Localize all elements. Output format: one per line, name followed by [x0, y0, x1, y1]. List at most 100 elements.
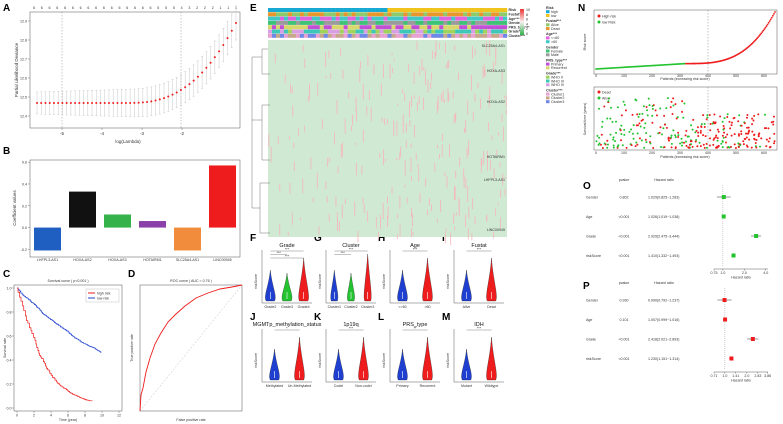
panel-n-survival-point: [691, 128, 694, 131]
panel-n-risk-point: [757, 36, 759, 39]
panel-e-heatmap-stripe: [308, 95, 310, 102]
panel-label-i: I: [442, 233, 445, 244]
panel-n-survival-point: [751, 130, 754, 133]
panel-e-heatmap-stripe: [375, 216, 377, 229]
panel-e-heatmap-stripe: [459, 156, 461, 167]
panel-e-legend-swatch: [546, 36, 550, 40]
panel-n-survival-point: [714, 121, 717, 124]
panel-e-heatmap: RiskFustat***Age***GenderPRS_type***Grad…: [251, 6, 568, 246]
panel-n-survival-point: [622, 100, 625, 103]
panel-e-heatmap-stripe: [387, 215, 388, 228]
panel-n-survival-point: [669, 106, 672, 109]
panel-n-survival-point: [682, 116, 685, 119]
panel-n-survival-point: [715, 134, 718, 137]
panel-e-annotation-cell: [283, 33, 289, 38]
panel-e-heatmap-stripe: [487, 159, 488, 171]
panel-e-annotation-cell: [503, 29, 508, 34]
panel-e-annotation-cell: [268, 25, 273, 30]
panel-e-annotation-cell: [483, 12, 488, 17]
panel-e-annotation-cell: [499, 33, 504, 38]
panel-e-heatmap-stripe: [411, 176, 412, 181]
violin-shape: [461, 269, 472, 302]
panel-a-xlabel: log(Lambda): [115, 139, 141, 144]
panel-e-heatmap-stripe: [411, 207, 412, 217]
panel-n-survival-point: [740, 132, 743, 135]
panel-e-annotation-cell: [431, 33, 436, 38]
panel-e-annotation-cell: [471, 29, 476, 34]
violin-group-label: Methylated: [266, 384, 284, 388]
panel-e-annotation-cell: [327, 20, 332, 25]
panel-e-heatmap-bg: [268, 40, 507, 237]
panel-e-annotation-cell: [455, 33, 460, 38]
panel-e-heatmap-stripe: [393, 58, 395, 61]
panel-e-annotation-cell: [335, 33, 340, 38]
panel-e-heatmap-stripe: [383, 118, 385, 125]
panel-n-survival-point: [699, 129, 702, 132]
panel-e-heatmap-stripe: [405, 123, 407, 133]
panel-e-heatmap-stripe: [366, 106, 368, 116]
panel-n-survival-point: [601, 146, 604, 149]
panel-n-survival-point: [620, 139, 623, 142]
panel-n-survival-point: [630, 144, 633, 147]
panel-e-heatmap-stripe: [502, 126, 504, 142]
forest-axis-label: 1.0: [722, 374, 727, 378]
panel-e-annotation-cell: [483, 8, 488, 12]
panel-e-annotation-cell: [471, 33, 476, 38]
panel-n-survival-point: [638, 137, 641, 140]
panel-e-heatmap-stripe: [493, 167, 495, 180]
panel-e-legend-item: low: [551, 14, 557, 18]
panel-e-annotation-cell: [339, 25, 344, 30]
panel-label-d: D: [128, 269, 135, 280]
panel-e-heatmap-stripe: [439, 42, 441, 50]
panel-e-annotation-cell: [351, 8, 356, 12]
forest-row-name: Grade: [586, 337, 596, 341]
panel-e-legend-swatch: [546, 53, 550, 57]
panel-b-ytick-label: 0.4: [22, 182, 27, 186]
panel-e-annotation-cell: [367, 25, 372, 30]
panel-e-annotation-cell: [455, 20, 460, 25]
panel-e-annotation-cell: [399, 33, 404, 38]
panel-e-annotation-cell: [423, 8, 428, 12]
panel-e-annotation-cell: [403, 8, 408, 12]
panel-e-annotation-cell: [279, 16, 285, 21]
panel-e-annotation-cell: [371, 29, 376, 34]
panel-n-survival-point: [753, 114, 756, 117]
panel-e-annotation-cell: [499, 29, 504, 34]
panel-e-annotation-cell: [431, 12, 436, 17]
panel-e-heatmap-stripe: [412, 213, 413, 227]
panel-e-annotation-cell: [291, 12, 297, 17]
panel-e-annotation-cell: [299, 20, 305, 25]
panel-c-xtick-label: 8: [84, 414, 86, 418]
forest-row-name: riskScore: [586, 357, 601, 361]
panel-n-survival-point: [672, 97, 675, 100]
panel-e-annotation-cell: [367, 12, 372, 17]
panel-e-annotation-cell: [467, 12, 472, 17]
panel-b-bar: [69, 191, 96, 228]
panel-e-annotation-cell: [363, 25, 368, 30]
forest-row-hr: 1.029(0.825~1.283): [648, 195, 679, 199]
panel-e-annotation-cell: [427, 25, 432, 30]
panel-e-heatmap-stripe: [457, 72, 459, 81]
panel-e-annotation-cell: [471, 25, 476, 30]
panel-e-heatmap-stripe: [436, 101, 438, 114]
panel-e-annotation-cell: [347, 8, 352, 12]
panel-n-survival-point: [681, 100, 684, 103]
panel-e-annotation-cell: [319, 33, 324, 38]
violin-group-label: Cluster2: [344, 305, 357, 309]
panel-e-heatmap-stripe: [417, 163, 419, 169]
panel-e-annotation-cell: [331, 12, 336, 17]
panel-e-annotation-cell: [391, 25, 396, 30]
violin-sig-label: *: [286, 327, 288, 331]
forest-point: [729, 356, 734, 361]
panel-e-annotation-cell: [427, 20, 432, 25]
panel-n-survival-point: [722, 136, 725, 139]
panel-e-annotation-cell: [491, 12, 496, 17]
panel-n-survival-point: [637, 115, 640, 118]
panel-n-legend-alive: Alive: [602, 97, 610, 101]
panel-n-top-xtick: 0: [595, 74, 597, 78]
panel-e-annotation-cell: [447, 29, 452, 34]
panel-a-top-count: 6: [56, 6, 58, 10]
panel-e-annotation-cell: [315, 25, 320, 30]
panel-n-survival-point: [615, 131, 618, 134]
panel-a-top-count: 6: [49, 6, 51, 10]
